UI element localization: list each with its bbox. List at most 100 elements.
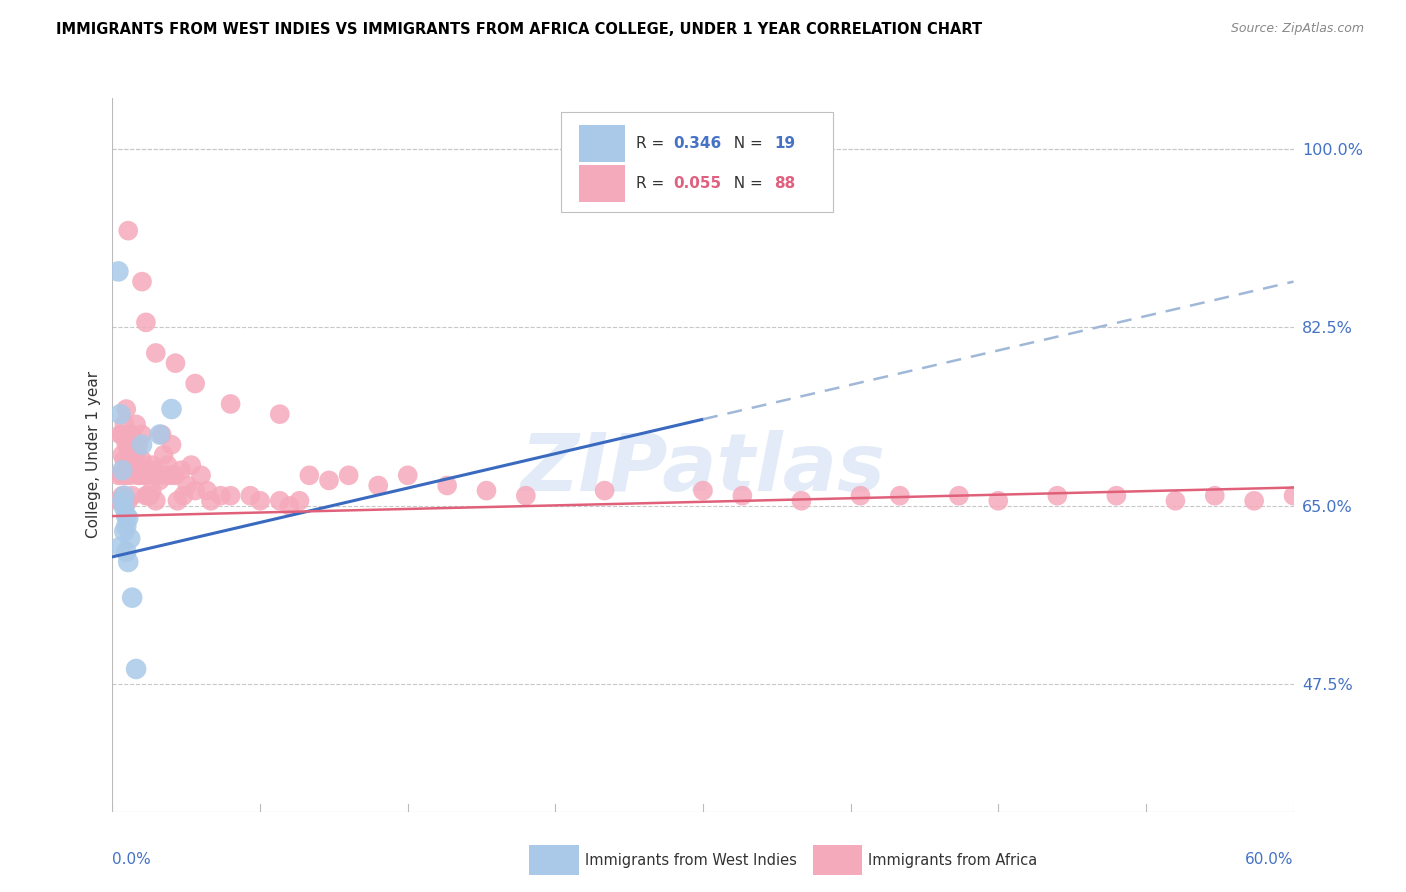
Point bbox=[165, 468, 187, 483]
Point bbox=[132, 468, 155, 483]
Point bbox=[117, 224, 139, 238]
Point bbox=[115, 402, 138, 417]
Point bbox=[115, 519, 138, 533]
Text: 60.0%: 60.0% bbox=[1246, 853, 1294, 868]
Point bbox=[184, 376, 207, 391]
Point bbox=[111, 489, 134, 503]
Point bbox=[139, 489, 162, 503]
Point bbox=[269, 493, 291, 508]
Point bbox=[117, 463, 139, 477]
Point bbox=[150, 427, 173, 442]
Text: R =: R = bbox=[636, 177, 669, 191]
Point bbox=[948, 489, 970, 503]
Point bbox=[1204, 489, 1226, 503]
Text: Source: ZipAtlas.com: Source: ZipAtlas.com bbox=[1230, 22, 1364, 36]
Point bbox=[117, 438, 139, 452]
Point bbox=[209, 489, 232, 503]
Point bbox=[125, 662, 148, 676]
Point bbox=[120, 532, 142, 546]
Point bbox=[131, 453, 153, 467]
Point bbox=[131, 275, 153, 289]
Text: ZIPatlas: ZIPatlas bbox=[520, 430, 886, 508]
Point bbox=[1046, 489, 1069, 503]
Text: 88: 88 bbox=[773, 177, 796, 191]
Point bbox=[136, 489, 159, 503]
Point bbox=[172, 489, 194, 503]
FancyBboxPatch shape bbox=[579, 165, 626, 202]
Point bbox=[107, 264, 129, 278]
Point bbox=[115, 468, 138, 483]
Point bbox=[790, 493, 813, 508]
Point bbox=[152, 448, 174, 462]
Point bbox=[112, 453, 135, 467]
Point bbox=[110, 540, 132, 554]
Point bbox=[145, 493, 167, 508]
Point bbox=[145, 468, 167, 483]
Point bbox=[298, 468, 321, 483]
Point bbox=[249, 493, 271, 508]
Point bbox=[190, 468, 212, 483]
Point bbox=[112, 417, 135, 432]
Point bbox=[107, 493, 129, 508]
FancyBboxPatch shape bbox=[561, 112, 832, 212]
Point bbox=[127, 438, 149, 452]
Text: 0.0%: 0.0% bbox=[112, 853, 152, 868]
FancyBboxPatch shape bbox=[813, 846, 862, 875]
Point bbox=[731, 489, 754, 503]
Point bbox=[111, 448, 134, 462]
Point bbox=[136, 463, 159, 477]
Point bbox=[120, 438, 142, 452]
Point bbox=[141, 458, 163, 472]
Point bbox=[318, 474, 340, 488]
Point bbox=[180, 458, 202, 472]
Point bbox=[367, 478, 389, 492]
Point bbox=[115, 545, 138, 559]
FancyBboxPatch shape bbox=[530, 846, 579, 875]
Point bbox=[1243, 493, 1265, 508]
Point bbox=[112, 489, 135, 503]
Point bbox=[1105, 489, 1128, 503]
Point bbox=[111, 427, 134, 442]
Y-axis label: College, Under 1 year: College, Under 1 year bbox=[86, 371, 101, 539]
Point bbox=[141, 483, 163, 498]
Point bbox=[166, 493, 188, 508]
Point bbox=[436, 478, 458, 492]
Text: N =: N = bbox=[724, 136, 768, 151]
Point bbox=[135, 489, 157, 503]
Point bbox=[120, 468, 142, 483]
Point bbox=[117, 511, 139, 525]
Text: N =: N = bbox=[724, 177, 768, 191]
Point bbox=[889, 489, 911, 503]
Point bbox=[146, 468, 169, 483]
Text: 19: 19 bbox=[773, 136, 794, 151]
Point bbox=[200, 493, 222, 508]
Point bbox=[593, 483, 616, 498]
Point bbox=[135, 468, 157, 483]
Text: Immigrants from West Indies: Immigrants from West Indies bbox=[585, 853, 797, 868]
Point bbox=[121, 453, 143, 467]
Point bbox=[125, 417, 148, 432]
FancyBboxPatch shape bbox=[579, 125, 626, 161]
Point bbox=[115, 509, 138, 524]
Point bbox=[155, 468, 177, 483]
Point bbox=[269, 407, 291, 421]
Point bbox=[145, 346, 167, 360]
Point bbox=[131, 427, 153, 442]
Text: 0.055: 0.055 bbox=[673, 177, 721, 191]
Point bbox=[176, 478, 198, 492]
Text: IMMIGRANTS FROM WEST INDIES VS IMMIGRANTS FROM AFRICA COLLEGE, UNDER 1 YEAR CORR: IMMIGRANTS FROM WEST INDIES VS IMMIGRANT… bbox=[56, 22, 983, 37]
Point bbox=[219, 397, 242, 411]
Point bbox=[107, 468, 129, 483]
Point bbox=[125, 448, 148, 462]
Point bbox=[165, 356, 187, 370]
Point bbox=[111, 468, 134, 483]
Point bbox=[112, 500, 135, 515]
Point bbox=[115, 493, 138, 508]
Point bbox=[849, 489, 872, 503]
Point bbox=[337, 468, 360, 483]
Point bbox=[219, 489, 242, 503]
Point bbox=[278, 499, 301, 513]
Point bbox=[112, 524, 135, 539]
Point bbox=[117, 493, 139, 508]
Point bbox=[515, 489, 537, 503]
